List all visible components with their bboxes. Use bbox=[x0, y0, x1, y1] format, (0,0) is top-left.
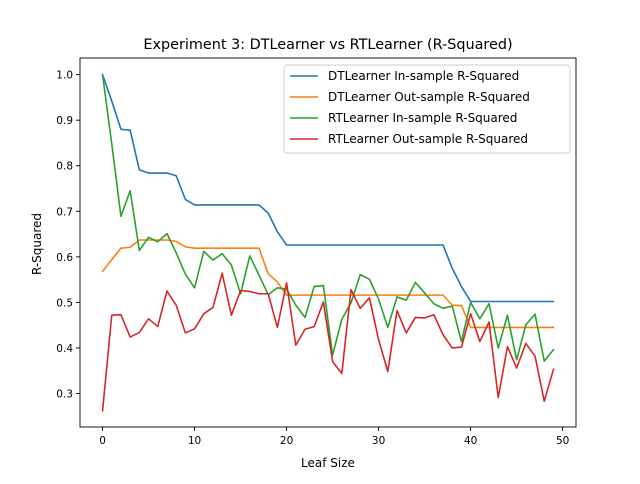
x-tick-label: 0 bbox=[99, 435, 106, 447]
series-line-2 bbox=[101, 73, 555, 362]
y-tick-label: 0.7 bbox=[56, 206, 73, 218]
legend: DTLearner In-sample R-Squared DTLearner O… bbox=[283, 64, 571, 154]
y-tick-label: 0.9 bbox=[56, 115, 73, 127]
y-axis-label: R-Squared bbox=[30, 213, 44, 275]
y-tick-label: 0.4 bbox=[56, 343, 73, 355]
legend-box bbox=[283, 64, 571, 154]
legend-label-1: DTLearner Out-sample R-Squared bbox=[328, 90, 530, 104]
x-tick-label: 50 bbox=[556, 435, 569, 447]
y-tick-label: 0.8 bbox=[56, 161, 73, 173]
y-tick-label: 1.0 bbox=[56, 70, 73, 82]
series-line-1 bbox=[101, 239, 555, 329]
plot-area bbox=[101, 73, 555, 412]
x-tick-label: 20 bbox=[280, 435, 293, 447]
y-tick-label: 0.5 bbox=[56, 297, 73, 309]
chart-title: Experiment 3: DTLearner vs RTLearner (R-… bbox=[143, 37, 512, 53]
y-tick-label: 0.6 bbox=[56, 252, 73, 264]
y-tick-label: 0.3 bbox=[56, 389, 73, 401]
legend-label-2: RTLearner In-sample R-Squared bbox=[328, 111, 517, 125]
legend-label-3: RTLearner Out-sample R-Squared bbox=[328, 132, 528, 146]
x-tick-label: 10 bbox=[188, 435, 201, 447]
x-axis-label: Leaf Size bbox=[301, 456, 355, 470]
x-tick-label: 30 bbox=[372, 435, 385, 447]
x-tick-label: 40 bbox=[464, 435, 477, 447]
series-line-0 bbox=[101, 73, 555, 303]
legend-label-0: DTLearner In-sample R-Squared bbox=[328, 69, 519, 83]
series-line-3 bbox=[101, 272, 555, 412]
axis-ticks: 0 10 20 30 40 50 0.3 0.4 0.5 0.6 0.7 0.8 0.9 1.0 bbox=[56, 70, 569, 447]
plot-frame bbox=[79, 57, 577, 428]
